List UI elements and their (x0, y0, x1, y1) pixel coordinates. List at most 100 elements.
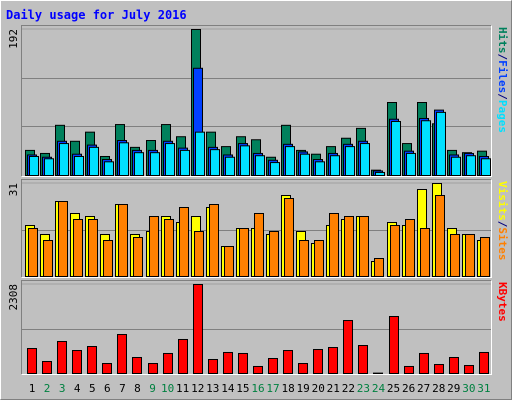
x-tick-label: 26 (402, 382, 415, 395)
bar (389, 316, 399, 375)
bar (194, 231, 204, 277)
legend-entry: Hits (496, 27, 509, 54)
bar (224, 246, 234, 277)
x-tick-label: 14 (221, 382, 235, 395)
bar (118, 204, 128, 277)
x-tick-label: 22 (342, 382, 355, 395)
bar (59, 143, 69, 176)
bar (283, 350, 293, 375)
x-tick-label: 13 (206, 382, 219, 395)
bar (119, 142, 129, 176)
bar (479, 351, 489, 375)
bar (436, 111, 446, 176)
x-tick-label: 28 (432, 382, 445, 395)
bar (193, 284, 203, 374)
bar (29, 155, 39, 176)
bar (73, 219, 83, 277)
x-tick-label: 17 (266, 382, 279, 395)
bar (89, 146, 99, 176)
bar (255, 155, 265, 177)
bar (28, 228, 38, 277)
chart-title: Daily usage for July 2016 (6, 8, 187, 22)
bar (299, 240, 309, 277)
bar (435, 195, 445, 277)
bar (344, 216, 354, 277)
bar (404, 365, 414, 375)
x-tick-label: 7 (119, 382, 126, 395)
x-tick-label: 18 (281, 382, 294, 395)
plot-border-light (21, 179, 492, 278)
bar (103, 240, 113, 277)
x-tick-label: 8 (134, 382, 141, 395)
bar (268, 357, 278, 375)
bar (420, 228, 430, 277)
bar (480, 237, 490, 277)
x-tick-label: 20 (312, 382, 325, 395)
bar (148, 363, 158, 375)
bar (450, 234, 460, 277)
bar (240, 145, 250, 176)
bar (43, 240, 53, 277)
bar (330, 155, 340, 177)
x-tick-label: 30 (462, 382, 475, 395)
legend-entry: Visits (496, 181, 509, 221)
bar (44, 158, 54, 176)
bar (449, 356, 459, 375)
bar (74, 155, 84, 176)
bar (284, 198, 294, 277)
legend-entry: Sites (496, 227, 509, 260)
bar (104, 161, 114, 176)
plot-border-light (21, 280, 492, 375)
bar (465, 234, 475, 277)
bar (314, 240, 324, 277)
bar (132, 356, 142, 375)
bar (225, 156, 235, 176)
bar (360, 143, 370, 176)
x-tick-label: 15 (236, 382, 249, 395)
bar (328, 347, 338, 374)
bar (391, 121, 401, 176)
bar (270, 162, 280, 177)
bar (298, 363, 308, 375)
x-tick-label: 21 (327, 382, 340, 395)
x-tick-label: 25 (387, 382, 400, 395)
bar (405, 219, 415, 277)
legend: KBytes (496, 282, 509, 322)
bar (164, 219, 174, 277)
bar (451, 156, 461, 176)
bar (58, 201, 68, 277)
bar (269, 231, 279, 277)
bar (149, 216, 159, 277)
legend-entry: KBytes (496, 282, 509, 322)
x-tick-label: 31 (477, 382, 490, 395)
x-tick-label: 10 (161, 382, 174, 395)
bar (150, 152, 160, 176)
bar (42, 361, 52, 374)
bar (254, 213, 264, 277)
bar (313, 349, 323, 375)
plot-border-dark (21, 280, 492, 375)
legend-separator: / (496, 54, 509, 61)
x-tick-label: 24 (372, 382, 386, 395)
bar (434, 364, 444, 375)
bar (358, 345, 368, 374)
bar (253, 365, 263, 375)
bar (375, 171, 385, 176)
bar (195, 131, 205, 176)
bar (57, 340, 67, 374)
x-tick-label: 12 (191, 382, 204, 395)
legend-separator: / (496, 221, 509, 228)
bar (88, 219, 98, 277)
y-tick-label: 192 (7, 29, 20, 49)
bar (239, 228, 249, 277)
bar (345, 146, 355, 177)
x-tick-label: 2 (44, 382, 51, 395)
x-tick-label: 29 (447, 382, 460, 395)
bar (359, 216, 369, 277)
bar (72, 350, 82, 375)
bar (406, 152, 416, 177)
bar (210, 149, 220, 176)
x-tick-label: 5 (89, 382, 96, 395)
bar (419, 352, 429, 375)
